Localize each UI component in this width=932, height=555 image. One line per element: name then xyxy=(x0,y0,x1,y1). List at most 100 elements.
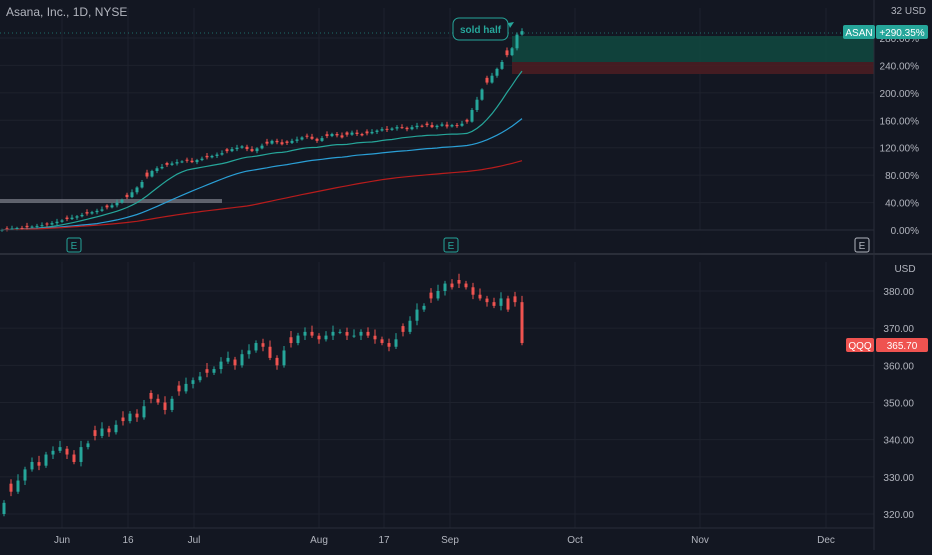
qqq-candle-body xyxy=(9,483,13,492)
qqq-price-badge-text: 365.70 xyxy=(887,341,918,352)
qqq-candle-body xyxy=(520,302,524,344)
qqq-candle-body xyxy=(135,413,139,418)
asan-candle-body xyxy=(245,146,249,150)
asan-candle-body xyxy=(375,130,379,132)
asan-candle-body xyxy=(65,217,69,220)
asan-symbol-badge-text: ASAN xyxy=(845,28,872,39)
asan-candle-body xyxy=(50,223,54,225)
time-axis[interactable]: Jun 16 Jul Aug 17 Sep Oct Nov Dec xyxy=(54,535,835,546)
qqq-candle-body xyxy=(86,443,90,448)
asan-candle-body xyxy=(190,160,194,163)
qqq-candle-body xyxy=(352,335,356,337)
qqq-candle-body xyxy=(275,357,279,366)
asan-candle-body xyxy=(210,155,214,158)
asan-candle-body xyxy=(315,138,319,141)
qqq-candle-body xyxy=(317,335,321,340)
earnings-marker[interactable]: E xyxy=(443,237,459,253)
qqq-y-tick-label: 380.00 xyxy=(883,287,914,298)
asan-candle-body xyxy=(300,137,304,140)
horizontal-level-line[interactable] xyxy=(0,199,222,203)
ma-slow-line xyxy=(1,160,523,231)
qqq-candle-body xyxy=(219,361,223,370)
symbol-title[interactable]: Asana, Inc., 1D, NYSE xyxy=(6,5,127,19)
asan-candle-body xyxy=(75,216,79,218)
qqq-candle-body xyxy=(254,343,258,351)
qqq-candle-body xyxy=(107,428,111,433)
asan-price-badge-text: +290.35% xyxy=(879,28,924,39)
asan-y-tick-label: 200.00% xyxy=(880,89,920,100)
asan-candle-body xyxy=(135,187,139,193)
asan-candle-body xyxy=(430,125,434,128)
asan-candle-body xyxy=(30,226,34,228)
qqq-candle-body xyxy=(205,369,209,373)
asan-candle-body xyxy=(435,125,439,128)
asan-candle-body xyxy=(345,132,349,135)
asan-candle-body xyxy=(95,210,99,213)
asan-candle-body xyxy=(335,134,339,136)
asan-candle-body xyxy=(60,220,64,222)
x-tick-label: Sep xyxy=(441,535,459,546)
qqq-y-tick-label: 340.00 xyxy=(883,436,914,447)
qqq-candle-body xyxy=(16,480,20,492)
asan-candle-body xyxy=(475,99,479,110)
asan-y-tick-label: 160.00% xyxy=(880,116,920,127)
x-tick-label: Jun xyxy=(54,535,70,546)
qqq-candle-body xyxy=(114,424,118,433)
asan-candle-body xyxy=(105,205,109,208)
asan-candle-body xyxy=(310,136,314,139)
asan-candle-body xyxy=(140,182,144,188)
qqq-candle-body xyxy=(233,359,237,366)
qqq-candle-body xyxy=(282,350,286,366)
asan-price-axis[interactable]: 280.00% 240.00% 200.00% 160.00% 120.00% 80.00… xyxy=(880,34,920,237)
qqq-candle-body xyxy=(513,296,517,303)
annotation-box[interactable] xyxy=(452,17,509,41)
qqq-candle-body xyxy=(226,357,230,362)
asan-candle-body xyxy=(110,205,114,208)
qqq-candle-body xyxy=(394,339,398,347)
qqq-price-axis[interactable]: 380.00 370.00 360.00 350.00 340.00 330.00 320.… xyxy=(883,287,914,521)
profit-target-zone[interactable] xyxy=(512,36,874,62)
asan-candle-body xyxy=(20,227,24,229)
qqq-candle-body xyxy=(380,339,384,344)
asan-candle-body xyxy=(325,134,329,137)
asan-currency-label[interactable]: 32 USD xyxy=(891,6,926,17)
qqq-candle-body xyxy=(373,335,377,340)
asan-candle-body xyxy=(40,225,44,227)
asan-candle-body xyxy=(230,149,234,152)
x-tick-label: Jul xyxy=(188,535,201,546)
asan-candle-body xyxy=(260,145,264,149)
qqq-candle-body xyxy=(79,447,83,462)
asan-candle-body xyxy=(390,128,394,130)
qqq-candle-body xyxy=(408,320,412,332)
qqq-candle-body xyxy=(296,335,300,344)
qqq-candle-body xyxy=(443,283,447,291)
asan-candle-body xyxy=(470,110,474,122)
moving-averages xyxy=(1,70,523,231)
asan-candle-body xyxy=(90,212,94,214)
asan-candle-body xyxy=(485,77,489,83)
qqq-price-badge xyxy=(876,338,928,352)
asan-candle-body xyxy=(45,223,49,225)
qqq-y-tick-label: 350.00 xyxy=(883,399,914,410)
annotation-pointer xyxy=(508,22,514,28)
x-tick-label: 17 xyxy=(378,535,390,546)
asan-candle-body xyxy=(495,68,499,76)
asan-candle-body xyxy=(215,154,219,156)
asan-candle-body xyxy=(225,149,229,152)
qqq-candle-body xyxy=(163,402,167,410)
asan-candle-body xyxy=(450,125,454,127)
asan-candle-body xyxy=(340,135,344,138)
asan-candle-body xyxy=(115,202,119,206)
asan-candle-body xyxy=(205,155,209,158)
qqq-currency-label[interactable]: USD xyxy=(894,264,915,275)
asan-y-tick-label: 240.00% xyxy=(880,61,920,72)
asan-candle-body xyxy=(360,134,364,136)
earnings-marker[interactable]: E xyxy=(854,237,870,253)
asan-candle-body xyxy=(120,199,124,203)
ma-mid-line xyxy=(1,118,523,231)
earnings-marker[interactable]: E xyxy=(66,237,82,253)
stop-loss-zone[interactable] xyxy=(512,62,874,74)
qqq-candle-body xyxy=(2,502,6,514)
